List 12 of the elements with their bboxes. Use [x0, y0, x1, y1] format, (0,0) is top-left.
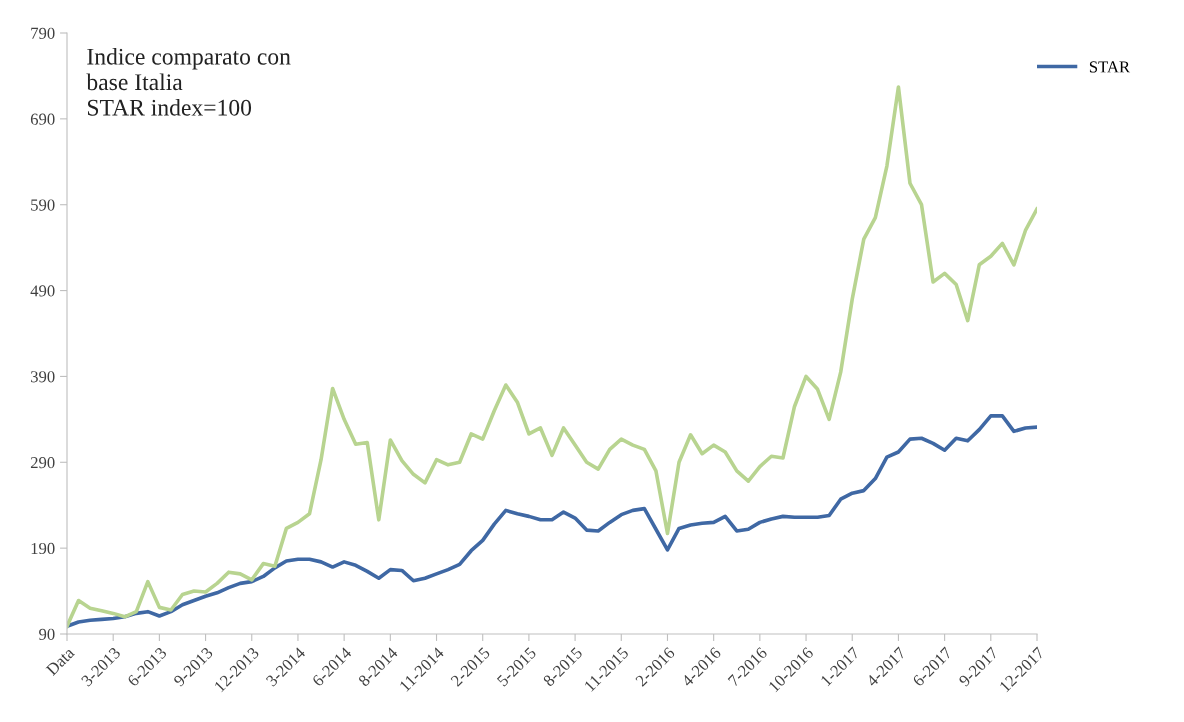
y-tick-label: 490 [30, 285, 55, 297]
y-tick-label: 190 [31, 542, 55, 555]
y-tick-label: 390 [30, 371, 55, 383]
y-tick-label: 790 [31, 27, 55, 39]
text: Indice comparato con base Italia STAR index=100 [86, 48, 291, 116]
y-tick-label: 690 [30, 113, 55, 125]
legend-label: STAR [1089, 61, 1131, 73]
y-tick-label: 90 [39, 628, 55, 640]
y-tick-label: 590 [31, 199, 55, 211]
line-series [67, 414, 1037, 629]
x-tick-label: Data [45, 646, 76, 677]
y-tick-label: 290 [30, 456, 55, 469]
